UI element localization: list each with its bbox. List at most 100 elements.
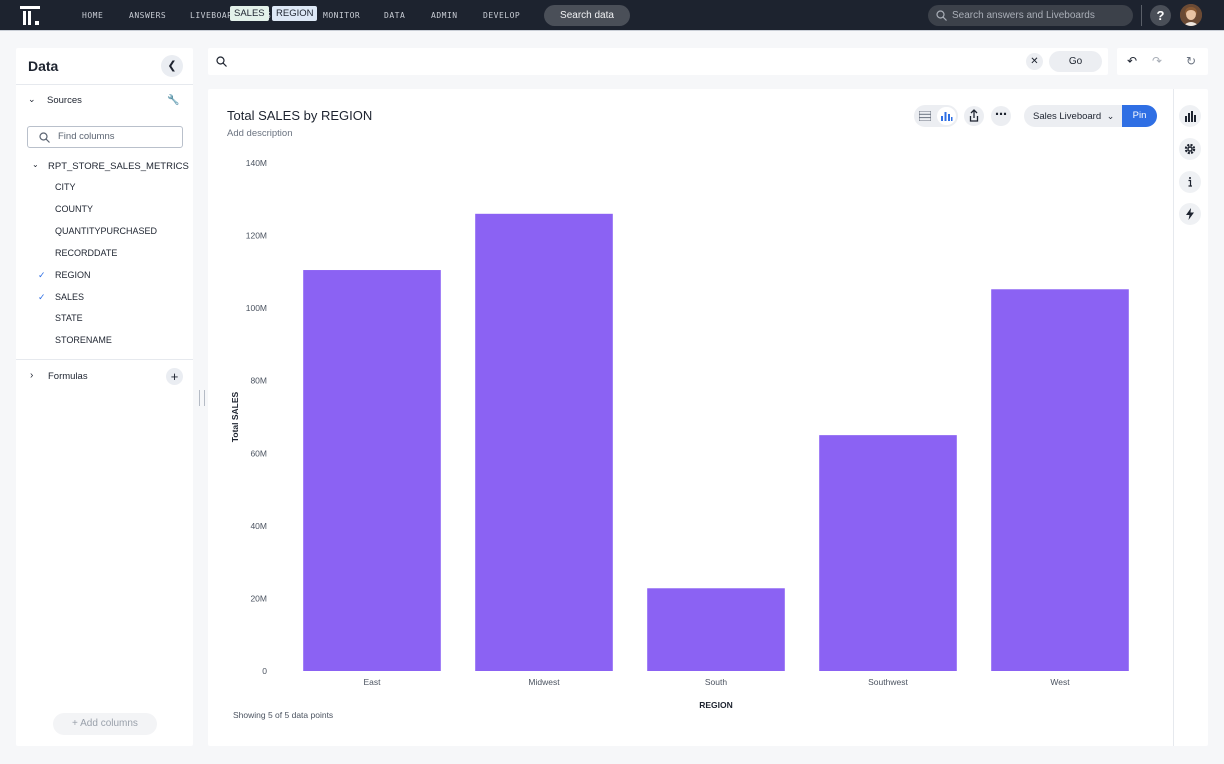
- more-options-button[interactable]: ⋯: [991, 106, 1011, 126]
- visualization-toggle: [914, 105, 958, 127]
- y-tick-label: 80M: [250, 376, 267, 386]
- nav-home[interactable]: HOME: [82, 11, 104, 20]
- user-avatar[interactable]: [1180, 4, 1202, 26]
- chevron-right-icon: ›: [30, 370, 34, 381]
- spotiq-button[interactable]: [1179, 203, 1201, 225]
- y-tick-label: 140M: [246, 158, 267, 168]
- column-item[interactable]: CITY: [40, 181, 185, 195]
- search-bar[interactable]: [208, 48, 1108, 75]
- column-item[interactable]: QUANTITYPURCHASED: [40, 225, 185, 239]
- column-item[interactable]: STATE: [40, 312, 185, 326]
- chevron-left-icon: ❮: [167, 60, 177, 72]
- bar-west[interactable]: [991, 289, 1129, 671]
- divider: [16, 359, 193, 360]
- nav-answers[interactable]: ANSWERS: [129, 11, 167, 20]
- y-tick-label: 100M: [246, 303, 267, 313]
- right-rail-divider: [1173, 89, 1174, 746]
- answer-title[interactable]: Total SALES by REGION: [227, 108, 373, 123]
- add-columns-button[interactable]: + Add columns: [53, 713, 157, 735]
- y-tick-label: 40M: [250, 521, 267, 531]
- data-panel-title: Data: [28, 58, 59, 74]
- search-token-measure[interactable]: SALES: [230, 6, 269, 21]
- search-icon: [39, 132, 50, 143]
- find-columns-input[interactable]: Find columns: [27, 126, 183, 148]
- reset-icon[interactable]: ↻: [1186, 54, 1197, 68]
- column-label: REGION: [55, 270, 91, 280]
- column-item-selected[interactable]: ✓ REGION: [38, 269, 185, 283]
- y-tick-label: 20M: [250, 593, 267, 603]
- liveboard-select[interactable]: Sales Liveboard ⌄: [1024, 105, 1123, 127]
- help-button[interactable]: ?: [1150, 5, 1171, 26]
- chart-type-button[interactable]: [1179, 105, 1201, 127]
- x-tick-label: Southwest: [868, 677, 908, 687]
- go-button[interactable]: Go: [1049, 51, 1102, 72]
- wrench-icon[interactable]: 🔧: [167, 95, 180, 106]
- column-label: QUANTITYPURCHASED: [55, 226, 158, 236]
- answer-description[interactable]: Add description: [227, 128, 293, 139]
- y-tick-label: 120M: [246, 231, 267, 241]
- column-label: COUNTY: [55, 204, 93, 214]
- liveboard-select-value: Sales Liveboard: [1033, 111, 1102, 122]
- search-data-button[interactable]: Search data: [544, 5, 630, 26]
- column-item[interactable]: RECORDDATE: [40, 247, 185, 261]
- info-icon: [1188, 177, 1192, 187]
- settings-button[interactable]: [1179, 138, 1201, 160]
- search-icon: [936, 10, 947, 21]
- nav-admin[interactable]: ADMIN: [431, 11, 458, 20]
- bar-chart: 0 20M 40M 60M 80M 100M 120M 140M Total SALES East…: [230, 158, 1129, 710]
- chevron-down-icon: ⌄: [28, 94, 36, 104]
- y-axis-label: Total SALES: [230, 391, 240, 442]
- panel-resize-handle[interactable]: [199, 390, 205, 406]
- bar-midwest[interactable]: [475, 213, 613, 672]
- y-tick-label: 60M: [250, 448, 267, 458]
- sources-label: Sources: [47, 95, 82, 106]
- clear-search-button[interactable]: ✕: [1026, 53, 1043, 70]
- column-label: RECORDDATE: [55, 248, 118, 258]
- add-formula-button[interactable]: +: [166, 368, 183, 385]
- find-columns-placeholder: Find columns: [58, 131, 115, 142]
- column-label: CITY: [55, 182, 76, 192]
- nav-data[interactable]: DATA: [384, 11, 406, 20]
- bar-chart-icon: [941, 112, 953, 121]
- formulas-section-toggle[interactable]: › Formulas: [30, 370, 185, 384]
- table-icon[interactable]: [919, 111, 931, 121]
- gear-icon: [1184, 143, 1196, 155]
- nav-develop[interactable]: DEVELOP: [483, 11, 521, 20]
- info-button[interactable]: [1179, 171, 1201, 193]
- chart-view-button[interactable]: [937, 107, 956, 125]
- column-item-selected[interactable]: ✓ SALES: [38, 291, 185, 305]
- column-item[interactable]: COUNTY: [40, 203, 185, 217]
- global-search-placeholder: Search answers and Liveboards: [952, 10, 1095, 21]
- lightning-icon: [1186, 208, 1194, 220]
- add-columns-label: Add columns: [80, 718, 138, 729]
- x-tick-label: East: [363, 677, 381, 687]
- nav-liveboards[interactable]: LIVEBOARDS: [190, 11, 244, 20]
- bar-south[interactable]: [647, 588, 785, 671]
- redo-icon[interactable]: ↷: [1152, 54, 1163, 68]
- sources-section-toggle[interactable]: ⌄ Sources: [28, 94, 185, 108]
- share-button[interactable]: [964, 106, 984, 126]
- global-search-input[interactable]: Search answers and Liveboards: [928, 5, 1133, 26]
- x-tick-label: West: [1050, 677, 1070, 687]
- collapse-panel-button[interactable]: ❮: [161, 55, 183, 77]
- y-tick-label: 0: [262, 666, 267, 676]
- thoughtspot-logo[interactable]: [20, 6, 40, 25]
- pin-button[interactable]: Pin: [1122, 105, 1157, 127]
- bar-east[interactable]: [303, 270, 441, 671]
- undo-icon[interactable]: ↶: [1127, 54, 1138, 68]
- top-navigation-bar: HOME ANSWERS LIVEBOARDS SPOTIQ MONITOR D…: [0, 0, 1224, 31]
- more-icon: ⋯: [995, 107, 1007, 121]
- close-icon: ✕: [1030, 56, 1039, 67]
- search-icon: [216, 56, 227, 67]
- share-icon: [969, 109, 979, 122]
- table-name: RPT_STORE_SALES_METRICS: [48, 161, 189, 172]
- bar-southwest[interactable]: [819, 435, 957, 671]
- column-label: SALES: [55, 292, 85, 302]
- column-item[interactable]: STORENAME: [40, 334, 185, 348]
- divider: [16, 84, 193, 85]
- chevron-down-icon: ⌄: [1106, 111, 1115, 121]
- search-token-attribute[interactable]: REGION: [272, 6, 318, 21]
- data-panel: Data ❮ ⌄ Sources 🔧 Find columns ⌄ RPT_ST…: [16, 48, 193, 746]
- formulas-label: Formulas: [48, 371, 88, 382]
- nav-monitor[interactable]: MONITOR: [323, 11, 361, 20]
